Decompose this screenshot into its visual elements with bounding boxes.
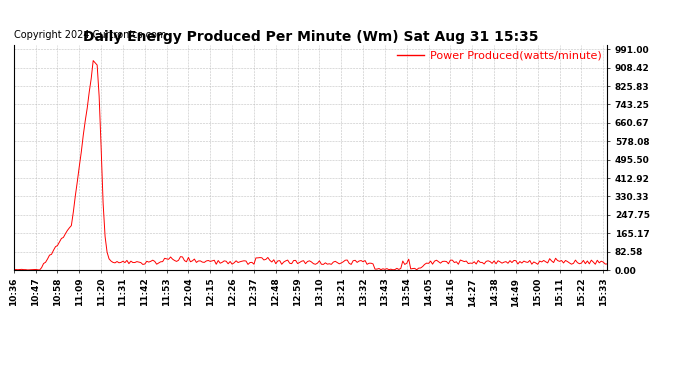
Title: Daily Energy Produced Per Minute (Wm) Sat Aug 31 15:35: Daily Energy Produced Per Minute (Wm) Sa…: [83, 30, 538, 44]
Legend: Power Produced(watts/minute): Power Produced(watts/minute): [397, 51, 602, 60]
Text: Copyright 2024 Curtronics.com: Copyright 2024 Curtronics.com: [14, 30, 167, 40]
